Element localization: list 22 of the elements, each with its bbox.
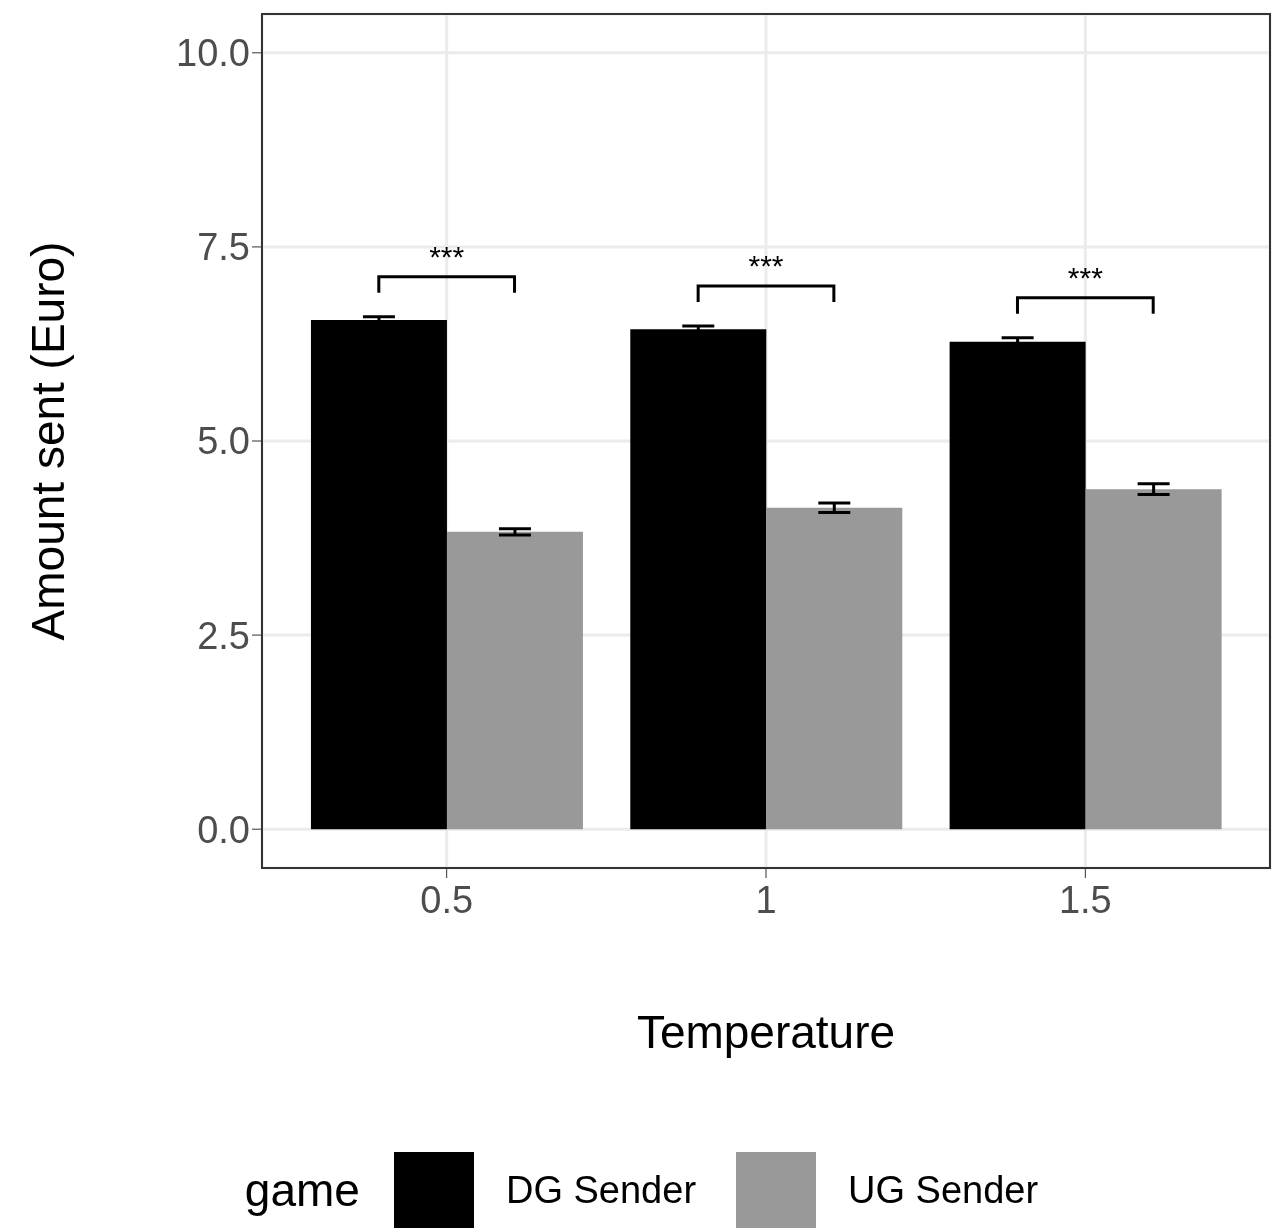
x-tick-label: 1.5 bbox=[1058, 878, 1112, 921]
y-tick-label: 7.5 bbox=[197, 226, 250, 269]
bar bbox=[1085, 489, 1222, 830]
bar bbox=[766, 507, 903, 830]
x-tick-label: 0.5 bbox=[420, 878, 474, 921]
legend-title: game bbox=[244, 1163, 360, 1217]
bar bbox=[630, 329, 767, 830]
x-axis-title: Temperature bbox=[636, 1006, 896, 1058]
bar bbox=[446, 531, 583, 830]
y-tick-label: 2.5 bbox=[197, 614, 250, 657]
legend-label: DG Sender bbox=[505, 1168, 697, 1212]
bar bbox=[310, 319, 447, 830]
y-axis-title: Amount sent (Euro) bbox=[22, 241, 75, 641]
x-tick-label: 1 bbox=[755, 878, 777, 921]
y-tick-label: 5.0 bbox=[197, 420, 250, 463]
y-tick-label: 10.0 bbox=[176, 32, 250, 75]
y-tick-label: 0.0 bbox=[197, 808, 250, 851]
bar bbox=[949, 341, 1086, 830]
legend-label: UG Sender bbox=[848, 1168, 1039, 1212]
annotation: *** bbox=[429, 239, 465, 273]
annotation: *** bbox=[748, 249, 784, 283]
annotation: *** bbox=[1067, 260, 1104, 294]
